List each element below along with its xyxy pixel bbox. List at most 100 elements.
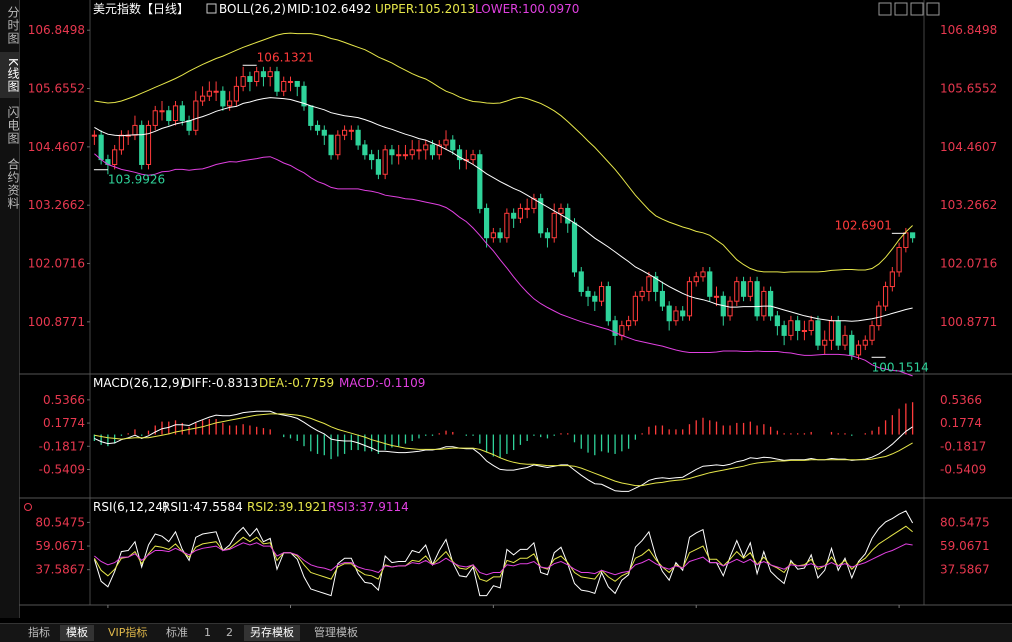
crosshair-icon[interactable] <box>878 2 892 16</box>
candle-body <box>118 134 125 151</box>
candle-body <box>152 110 158 126</box>
candle-body <box>483 207 490 239</box>
tab-save-template[interactable]: 另存模板 <box>244 625 300 641</box>
annotation-label: 106.1321 <box>257 50 314 64</box>
main-tick-label-left: 102.0716 <box>28 257 85 271</box>
candle-body <box>876 305 882 327</box>
candle-body <box>186 120 192 131</box>
boll-mid-value: MID:102.6492 <box>287 2 371 16</box>
boll-upper-value: UPPER:105.2013 <box>375 2 475 16</box>
candle-body <box>889 271 895 288</box>
candle-body <box>632 295 638 322</box>
candle-body <box>598 286 605 302</box>
x-tick-label: 2024/08 <box>495 607 541 608</box>
candle-body <box>517 207 524 219</box>
candle-body <box>402 154 409 157</box>
candle-body <box>558 207 564 214</box>
candle-body <box>172 105 179 122</box>
candle-body <box>511 212 517 219</box>
main-tick-label-right: 102.0716 <box>940 257 997 271</box>
candle-body <box>240 76 246 87</box>
candle-body <box>382 149 388 175</box>
tab-vip-indicator[interactable]: VIP指标 <box>108 626 148 639</box>
tab-template[interactable]: 模板 <box>60 625 94 641</box>
candle-body <box>301 85 307 107</box>
candle-body <box>565 207 571 224</box>
rsi-rsi1-value: RSI1:47.5584 <box>162 500 243 514</box>
tab-2[interactable]: 2 <box>226 626 233 639</box>
macd-macd-value: MACD:-0.1109 <box>339 376 425 390</box>
bottom-tab-bar: 指标 模板 VIP指标 标准 1 2 另存模板 管理模板 <box>0 623 1012 642</box>
candle-body <box>145 124 152 165</box>
tab-indicator[interactable]: 指标 <box>28 626 50 639</box>
main-tick-label-left: 104.4607 <box>28 140 85 154</box>
candle-body <box>287 80 294 83</box>
rsi-tick-label-left: 59.0671 <box>35 539 85 553</box>
candle-body <box>213 90 219 93</box>
tab-1[interactable]: 1 <box>204 626 211 639</box>
crosshair-icon-frame <box>878 2 892 16</box>
split-icon[interactable] <box>894 2 908 16</box>
candle-body <box>362 144 368 156</box>
tab-manage-template[interactable]: 管理模板 <box>314 626 358 639</box>
candle-body <box>713 295 720 298</box>
macd-tick-label-right: 0.1774 <box>940 416 982 430</box>
candle-body <box>740 281 747 297</box>
candle-body <box>443 139 449 146</box>
candle-body <box>673 310 679 322</box>
candle-body <box>538 198 544 234</box>
candle-body <box>470 154 476 161</box>
candle-body <box>477 154 483 209</box>
tab-kline[interactable]: K线图 <box>0 52 20 98</box>
candle-body <box>612 320 618 336</box>
main-tick-label-left: 100.8771 <box>28 315 85 329</box>
candle-body <box>544 232 551 239</box>
close-icon[interactable] <box>926 2 940 16</box>
main-tick-label-right: 100.8771 <box>940 315 997 329</box>
candle-body <box>727 300 733 317</box>
candle-body <box>166 110 172 122</box>
boll-lower-value: LOWER:100.0970 <box>475 2 579 16</box>
candle-body <box>436 144 442 156</box>
rsi-name: RSI(6,12,24) <box>93 500 168 514</box>
macd-tick-label-right: -0.1817 <box>940 439 986 453</box>
candle-body <box>199 95 206 102</box>
macd-dif-value: DIFF:-0.8313 <box>182 376 258 390</box>
candle-body <box>686 281 693 317</box>
macd-tick-label-left: -0.1817 <box>39 439 85 453</box>
candle-body <box>254 71 260 82</box>
candle-body <box>490 232 496 239</box>
tab-contract-info[interactable]: 合约资料 <box>6 158 20 210</box>
rsi-tick-label-right: 37.5867 <box>940 563 990 577</box>
x-tick-label: 2024/06 <box>110 607 156 608</box>
main-tick-label-right: 103.2662 <box>940 198 997 212</box>
tab-timeshare[interactable]: 分时图 <box>6 5 20 45</box>
macd-name: MACD(26,12,9) <box>93 376 184 390</box>
tab-standard[interactable]: 标准 <box>166 626 188 639</box>
boll-lower-line <box>94 153 913 377</box>
candle-body <box>389 149 395 156</box>
candle-body <box>267 71 273 78</box>
candle-body <box>619 325 625 336</box>
window-icon[interactable] <box>910 2 924 16</box>
macd-dea-line <box>94 413 913 487</box>
macd-tick-label-left: 0.1774 <box>43 416 85 430</box>
kline-chart[interactable]: 106.8498 106.8498 105.6552 105.6552 104.4607… <box>19 0 1012 608</box>
candle-body <box>524 207 530 210</box>
candle-body <box>849 334 855 356</box>
candle-body <box>260 71 267 78</box>
candle-body <box>375 159 381 175</box>
candle-body <box>247 76 253 82</box>
candle-body <box>274 71 280 92</box>
candle-body <box>281 80 287 92</box>
tab-flash-chart[interactable]: 闪电图 <box>6 105 20 145</box>
candle-body <box>808 320 814 331</box>
annotation-label: 100.1514 <box>872 360 929 374</box>
close-icon-frame <box>926 2 940 16</box>
candle-body <box>456 149 463 161</box>
candle-body <box>450 139 456 151</box>
candle-body <box>112 149 118 165</box>
candle-body <box>639 290 645 297</box>
candle-body <box>815 320 821 346</box>
macd-tick-label-left: -0.5409 <box>39 462 85 476</box>
